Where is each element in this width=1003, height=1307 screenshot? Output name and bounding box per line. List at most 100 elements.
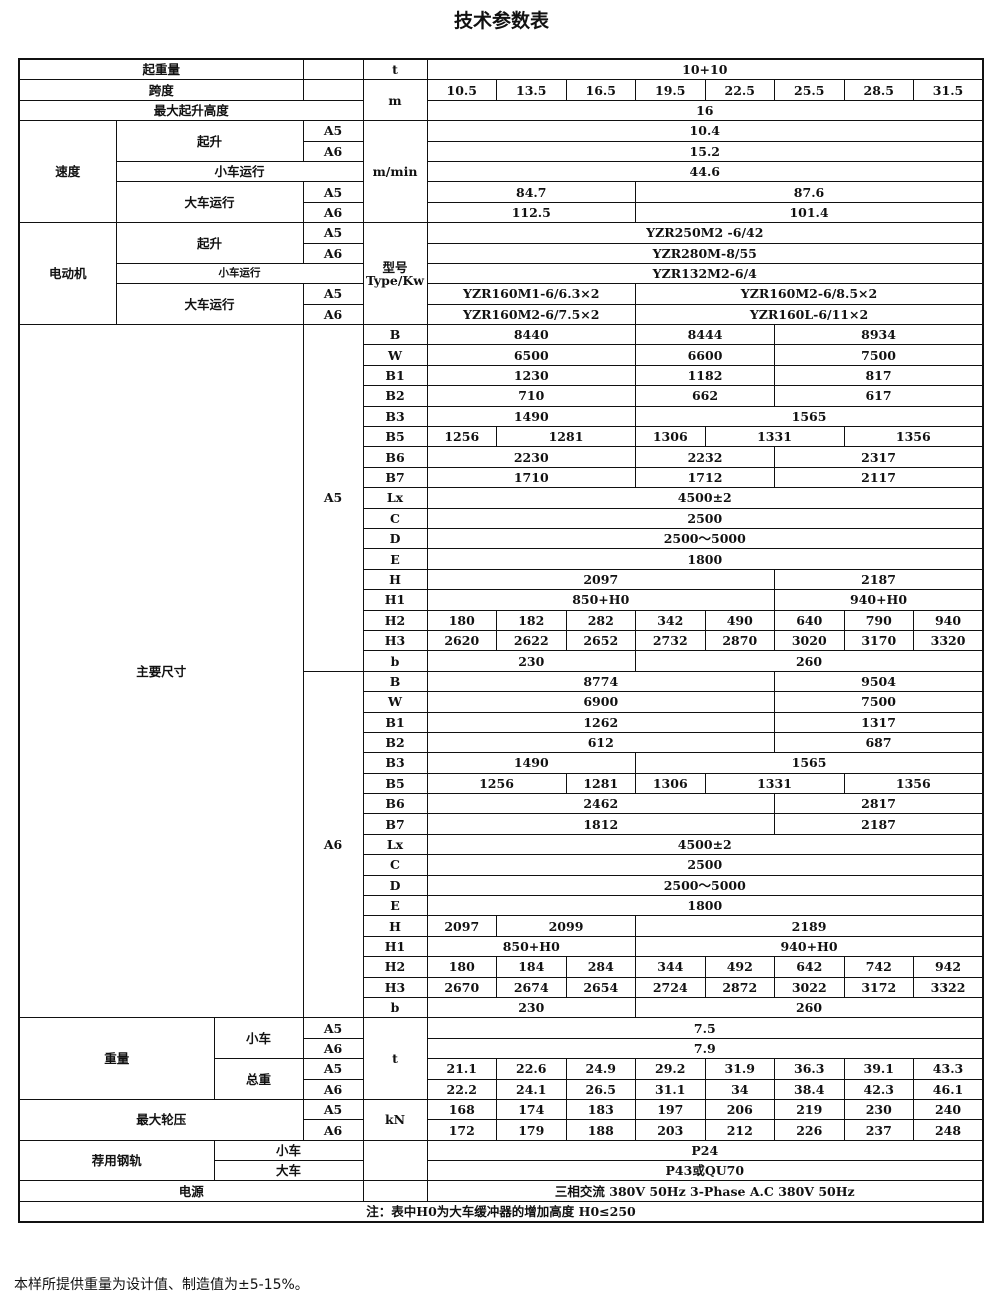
value-cell: 2622 <box>496 629 567 652</box>
row-label: 大车运行 <box>115 181 304 224</box>
value-cell: 1356 <box>843 426 984 448</box>
value-cell: 2187 <box>774 813 984 835</box>
grade-label: A5 <box>302 222 364 244</box>
dimension-name: D <box>362 527 428 550</box>
value-cell: 1306 <box>635 426 706 448</box>
value-cell: 1256 <box>426 772 567 795</box>
unit-cell: t <box>362 1017 428 1100</box>
value-cell: 1356 <box>843 772 984 795</box>
table-row: A6 112.5 101.4 <box>19 201 984 224</box>
value-cell: 174 <box>496 1098 567 1121</box>
table-row: A6 22.2 24.1 26.5 31.1 34 38.4 42.3 46.1 <box>19 1078 984 1100</box>
dimension-name: Lx <box>362 487 428 509</box>
value-cell: 4500±2 <box>426 487 984 509</box>
unit-en: Type/Kw <box>365 272 425 288</box>
value-cell: 46.1 <box>913 1078 984 1100</box>
value-cell: 8440 <box>426 324 637 346</box>
value-cell: 1230 <box>426 364 637 387</box>
table-row: 重量 小车 A5 t 7.5 <box>18 1017 984 1100</box>
value-cell: 6600 <box>635 344 776 366</box>
value-cell: 197 <box>635 1098 706 1121</box>
table-row: B2 710 662 617 <box>19 385 984 407</box>
table-row: 主要尺寸 A5 B 8440 8444 8934 <box>18 324 984 1019</box>
value-cell: 1281 <box>565 772 637 795</box>
empty-cell <box>362 1139 428 1182</box>
group-label: 荐用钢轨 <box>18 1139 215 1182</box>
row-label: 起重量 <box>18 58 304 81</box>
value-cell: 662 <box>635 385 776 407</box>
value-cell: 282 <box>565 609 637 631</box>
dimension-name: B7 <box>362 466 428 489</box>
value-cell: 2652 <box>565 629 637 652</box>
value-cell: 31.9 <box>704 1058 776 1080</box>
unit-cell: m/min <box>362 120 428 224</box>
grade-label: A6 <box>302 1037 364 1060</box>
value-cell: 3020 <box>774 629 845 652</box>
value-cell: YZR280M-8/55 <box>426 242 984 264</box>
dimension-name: B2 <box>362 385 428 407</box>
value-cell: 3022 <box>774 976 845 998</box>
table-row: 最大轮压 A5 kN 168 174 183 197 206 219 230 240 <box>18 1098 984 1141</box>
value-cell: 8934 <box>774 324 984 346</box>
value-cell: 219 <box>774 1098 845 1121</box>
value-cell: 10.4 <box>426 120 984 142</box>
table-row: B3 1490 1565 <box>19 405 984 428</box>
value-cell: 三相交流 380V 50Hz 3-Phase A.C 380V 50Hz <box>426 1180 984 1202</box>
group-label: 重量 <box>18 1017 215 1100</box>
value-cell: 1812 <box>426 813 776 835</box>
value-cell: 3320 <box>913 629 984 652</box>
value-cell: 3322 <box>913 976 984 998</box>
dimension-name: B <box>362 670 428 693</box>
value-cell: 7.5 <box>426 1017 984 1039</box>
table-row: E 1800 <box>19 548 984 570</box>
value-cell: 4500±2 <box>426 833 984 856</box>
value-cell: 168 <box>426 1098 498 1121</box>
grade-label: A5 <box>302 120 364 142</box>
value-cell: 24.1 <box>496 1078 567 1100</box>
value-cell: 10+10 <box>426 58 984 81</box>
value-cell: 710 <box>426 385 637 407</box>
value-cell: 2500～5000 <box>426 874 984 897</box>
value-cell: 203 <box>635 1119 706 1141</box>
dimension-name: C <box>362 507 428 529</box>
value-cell: 6900 <box>426 691 776 713</box>
group-label: 最大轮压 <box>18 1098 304 1141</box>
value-cell: 34 <box>704 1078 776 1100</box>
dimension-name: B6 <box>362 793 428 815</box>
value-cell: YZR160M2-6/8.5×2 <box>635 283 984 305</box>
value-cell: 6500 <box>426 344 637 366</box>
table-row: Lx 4500±2 <box>19 833 984 856</box>
value-cell: 31.1 <box>635 1078 706 1100</box>
value-cell: 817 <box>774 364 984 387</box>
row-label: 大车 <box>213 1160 364 1182</box>
value-cell: 2232 <box>635 446 776 468</box>
value-cell: 26.5 <box>565 1078 637 1100</box>
value-cell: 21.1 <box>426 1058 498 1080</box>
row-label: 总重 <box>213 1058 304 1100</box>
value-cell: 1281 <box>496 426 637 448</box>
table-row: 总重 A5 21.1 22.6 24.9 29.2 31.9 36.3 39.1 43.3 <box>19 1058 984 1100</box>
dimension-name: H2 <box>362 956 428 978</box>
dimension-name: H3 <box>362 976 428 998</box>
grade-label: A5 <box>302 1058 364 1080</box>
value-cell: 1262 <box>426 711 776 733</box>
value-cell: 2817 <box>774 793 984 815</box>
value-cell: 25.5 <box>774 79 845 101</box>
value-cell: 184 <box>496 956 567 978</box>
table-row: 电源 三相交流 380V 50Hz 3-Phase A.C 380V 50Hz <box>18 1180 984 1202</box>
value-cell: 612 <box>426 731 776 754</box>
value-cell: 940+H0 <box>635 935 984 958</box>
value-cell: YZR132M2-6/4 <box>426 262 984 285</box>
empty-cell <box>302 58 364 81</box>
value-cell: 28.5 <box>843 79 915 101</box>
value-cell: YZR250M2 -6/42 <box>426 222 984 244</box>
empty-cell <box>302 79 364 101</box>
table-row: B1 1262 1317 <box>19 711 984 733</box>
table-row: H2 180 182 282 342 490 640 790 940 <box>19 609 984 631</box>
value-cell: 342 <box>635 609 706 631</box>
table-row: D 2500～5000 <box>19 874 984 897</box>
value-cell: 10.5 <box>426 79 498 101</box>
unit-cn: 型号 <box>382 259 408 275</box>
value-cell: 230 <box>843 1098 915 1121</box>
value-cell: 8444 <box>635 324 776 346</box>
